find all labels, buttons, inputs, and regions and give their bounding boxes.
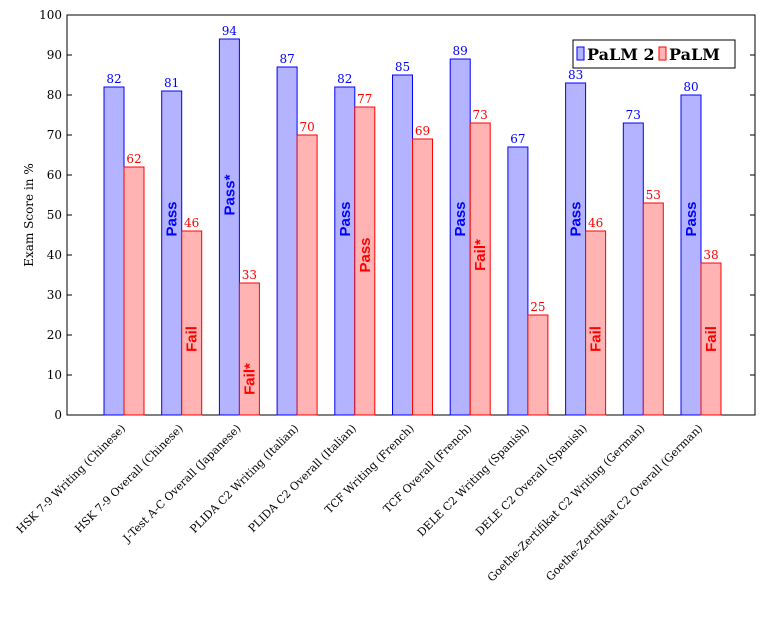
bar-palm: [469, 122, 491, 416]
value-label-palm2: 87: [279, 52, 294, 66]
category-label: PLIDA C2 Overall (Italian): [246, 422, 359, 535]
bar-palm2: [622, 122, 644, 416]
legend-swatch-palm2: [576, 46, 585, 61]
value-label-palm2: 80: [683, 80, 698, 94]
legend-swatch-palm: [658, 46, 667, 61]
bar-palm2: [565, 82, 587, 416]
y-tick-label: 20: [47, 328, 62, 342]
bar-palm2: [218, 38, 240, 416]
y-tick-label: 40: [47, 248, 62, 262]
bar-palm: [238, 282, 260, 416]
value-label-palm: 25: [530, 300, 545, 314]
value-label-palm: 46: [588, 216, 603, 230]
bar-palm2: [103, 86, 125, 416]
value-label-palm: 73: [473, 108, 488, 122]
pass-fail-annotation-palm: Fail*: [472, 239, 489, 271]
bar-palm: [354, 106, 376, 416]
value-label-palm: 46: [184, 216, 199, 230]
value-label-palm2: 73: [626, 108, 641, 122]
y-tick-label: 80: [47, 88, 62, 102]
pass-fail-annotation-palm2: Pass: [164, 201, 181, 236]
bar-palm2: [161, 90, 183, 416]
pass-fail-annotation-palm2: Pass: [452, 201, 469, 236]
category-label: PLIDA C2 Writing (Italian): [187, 422, 301, 536]
value-label-palm: 33: [242, 268, 257, 282]
value-label-palm: 77: [357, 92, 372, 106]
pass-fail-annotation-palm2: Pass: [568, 201, 585, 236]
bar-palm2: [507, 146, 529, 416]
value-label-palm2: 82: [337, 72, 352, 86]
category-label: HSK 7-9 Writing (Chinese): [14, 422, 128, 536]
bar-palm: [123, 166, 145, 416]
bar-palm: [527, 314, 549, 416]
value-label-palm: 69: [415, 124, 430, 138]
pass-fail-annotation-palm: Fail: [588, 326, 605, 352]
pass-fail-annotation-palm2: Pass: [337, 201, 354, 236]
category-label: J-Test A-C Overall (Japanese): [120, 422, 244, 546]
value-label-palm2: 81: [164, 76, 179, 90]
y-tick-label: 100: [39, 8, 62, 22]
value-label-palm2: 94: [222, 24, 238, 38]
bars: [103, 38, 722, 416]
pass-fail-annotation-palm: Fail: [703, 326, 720, 352]
value-label-palm2: 89: [453, 44, 468, 58]
y-tick-label: 60: [47, 168, 62, 182]
bar-palm: [642, 202, 664, 416]
value-label-palm: 70: [299, 120, 314, 134]
y-tick-label: 90: [47, 48, 62, 62]
bar-palm: [181, 230, 203, 416]
y-axis-label: Exam Score in %: [22, 163, 36, 266]
pass-fail-annotation-palm: Fail: [184, 326, 201, 352]
value-label-palm2: 83: [568, 68, 583, 82]
legend: PaLM 2 PaLM: [572, 39, 736, 69]
legend-label-palm: PaLM: [669, 45, 720, 64]
category-label: DELE C2 Overall (Spanish): [473, 422, 589, 538]
value-label-palm2: 85: [395, 60, 410, 74]
legend-box: [572, 39, 736, 69]
y-tick-label: 70: [47, 128, 62, 142]
bar-palm2: [334, 86, 356, 416]
category-label: HSK 7-9 Overall (Chinese): [72, 422, 185, 535]
value-label-palm2: 67: [510, 132, 525, 146]
bar-palm2: [680, 94, 702, 416]
pass-fail-annotation-palm: Pass: [357, 237, 374, 272]
category-labels: HSK 7-9 Writing (Chinese)HSK 7-9 Overall…: [14, 422, 705, 584]
category-label: DELE C2 Writing (Spanish): [415, 422, 532, 539]
value-label-palm: 38: [703, 248, 718, 262]
y-tick-label: 10: [47, 368, 62, 382]
bar-palm2: [276, 66, 298, 416]
legend-label-palm2: PaLM 2: [587, 45, 655, 64]
bar-palm: [412, 138, 433, 416]
value-label-palm: 53: [646, 188, 661, 202]
bar-palm: [585, 230, 607, 416]
y-tick-label: 0: [54, 408, 62, 422]
pass-fail-annotation-palm2: Pass*: [221, 174, 238, 215]
value-label-palm2: 82: [106, 72, 121, 86]
value-label-palm: 62: [126, 152, 141, 166]
pass-fail-annotation-palm2: Pass: [683, 201, 700, 236]
bar-palm: [700, 262, 722, 416]
pass-fail-annotation-palm: Fail*: [241, 363, 258, 395]
y-tick-label: 30: [47, 288, 62, 302]
y-tick-label: 50: [47, 208, 62, 222]
bar-palm: [296, 134, 318, 416]
bar-palm2: [392, 74, 413, 416]
